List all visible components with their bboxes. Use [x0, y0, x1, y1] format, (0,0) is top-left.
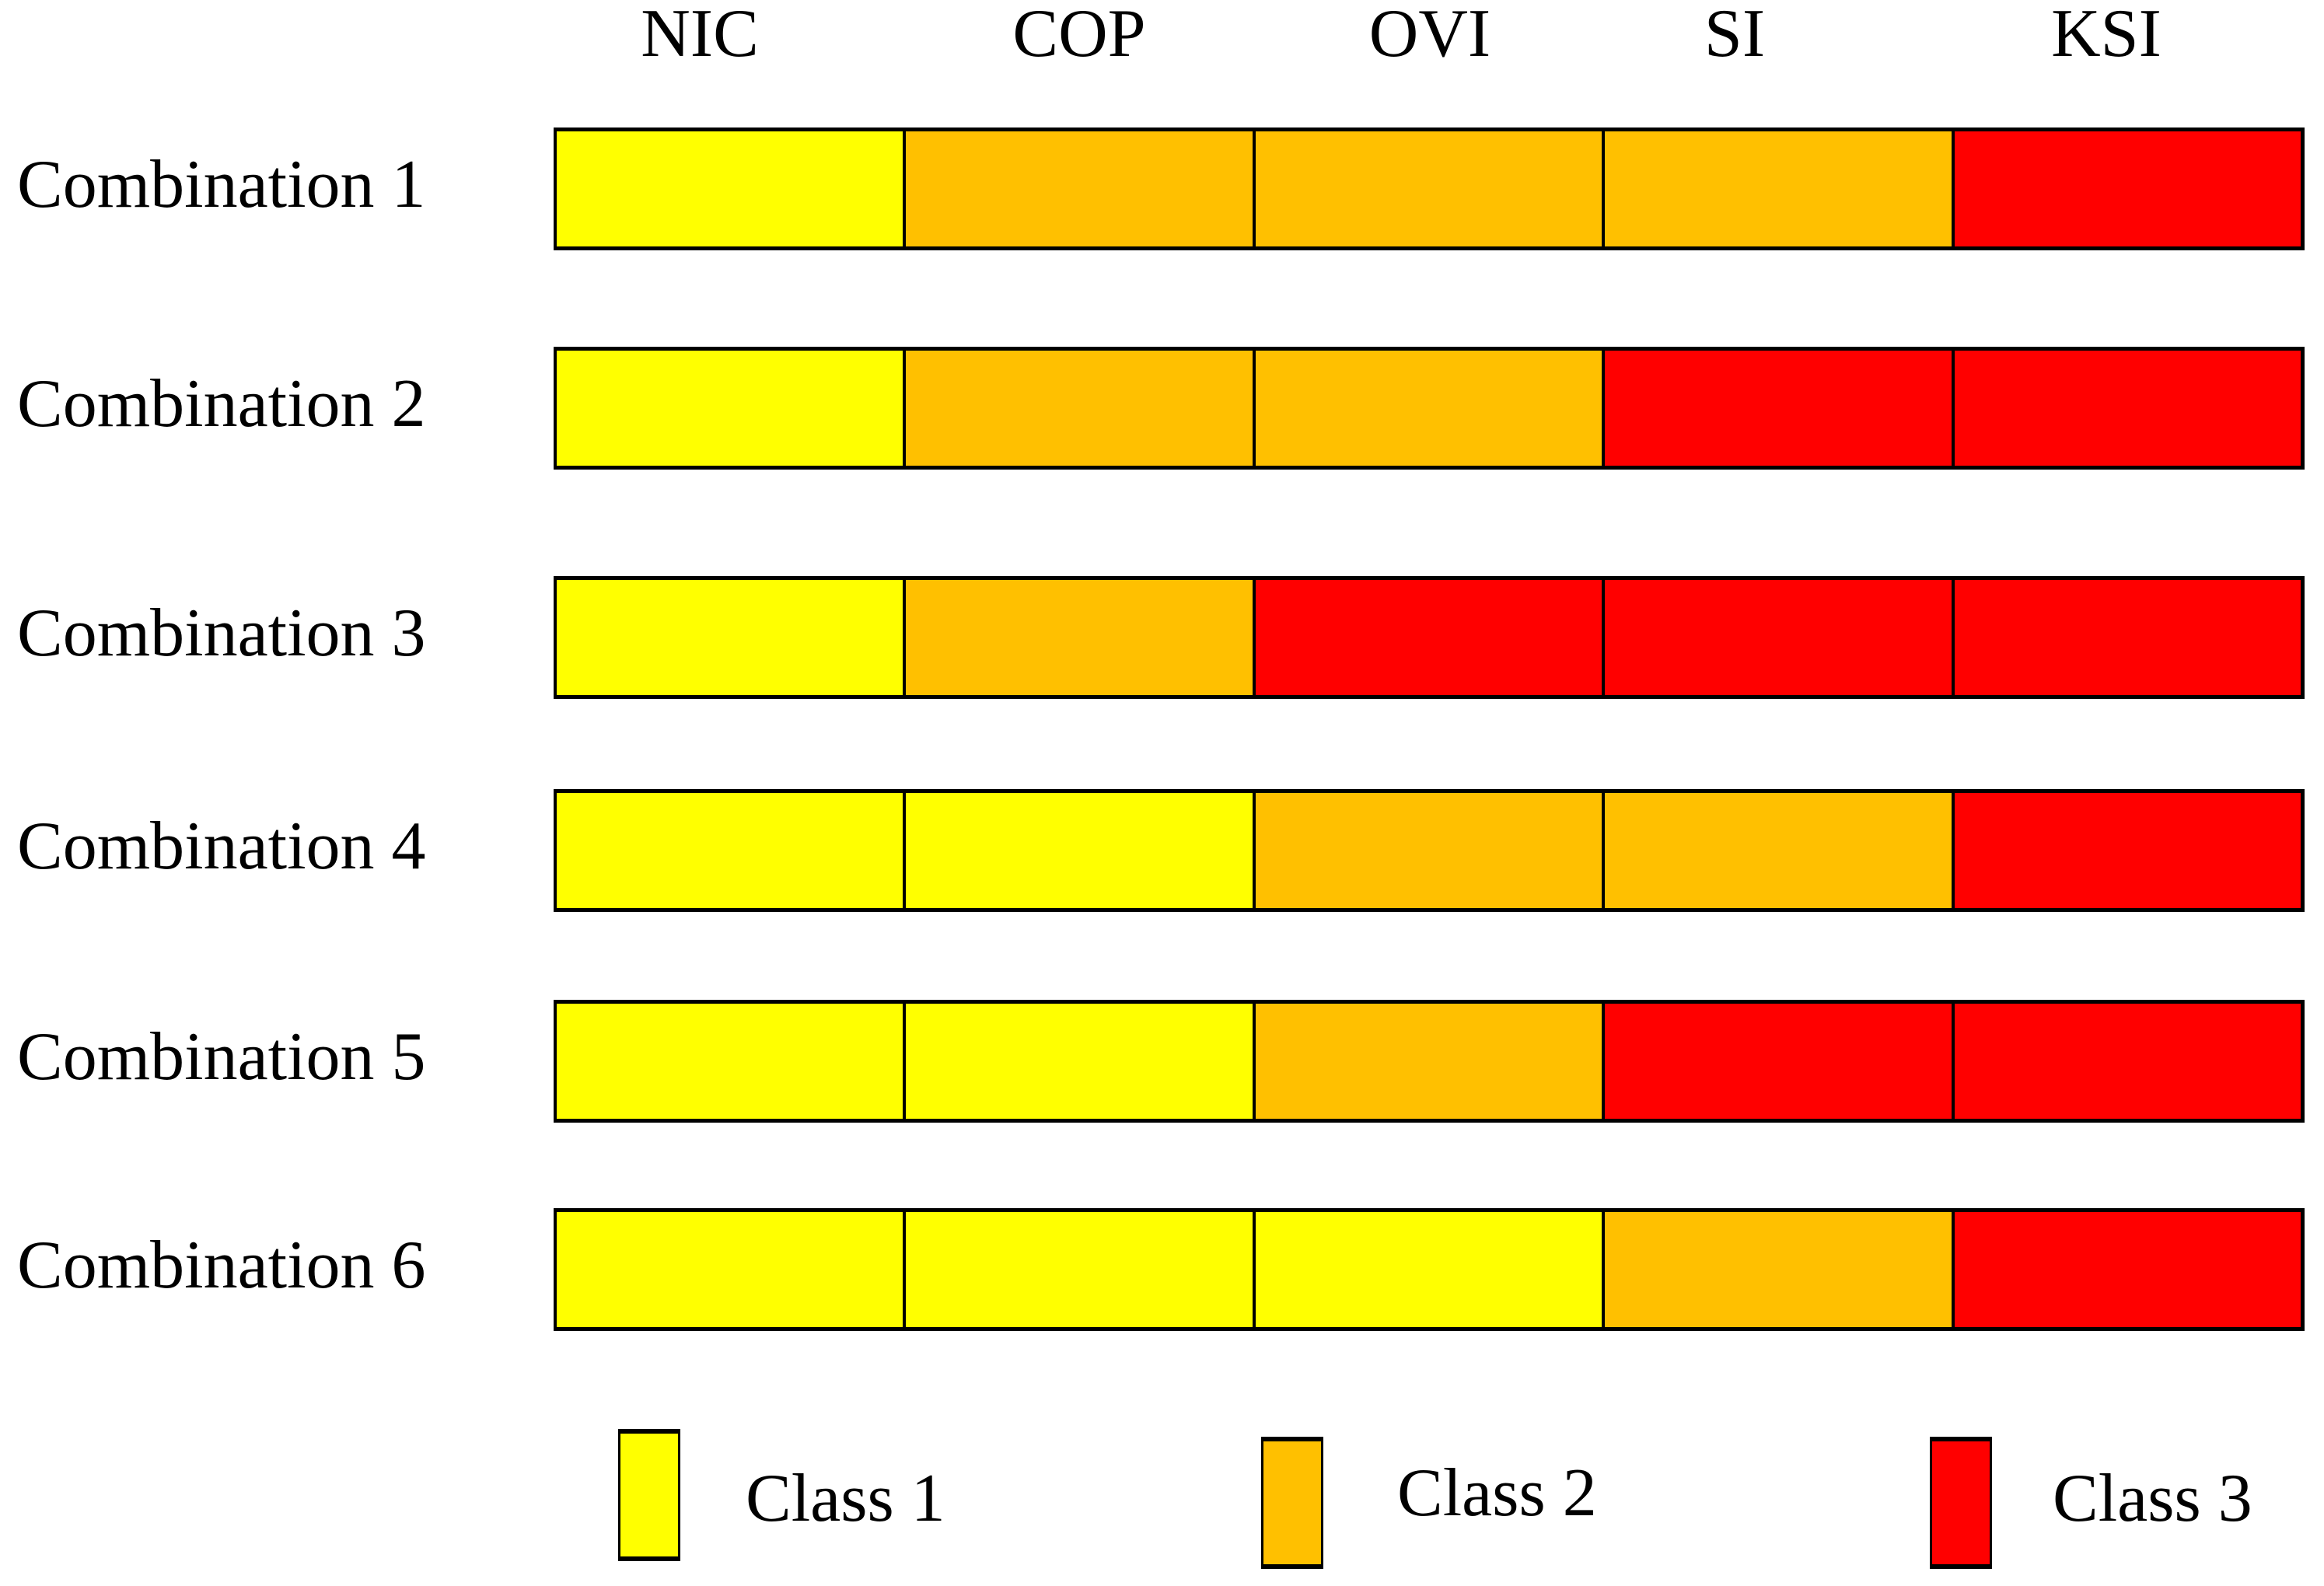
legend-label-class-2: Class 2 — [1397, 1455, 1597, 1531]
bar-segment — [1951, 793, 2301, 908]
combination-3-bar — [554, 576, 2305, 699]
bar-segment — [903, 131, 1253, 246]
bar-segment — [557, 580, 903, 695]
bar-segment — [1252, 1004, 1602, 1119]
combination-4-bar — [554, 789, 2305, 912]
combination-5-bar — [554, 1000, 2305, 1123]
bar-segment — [1951, 131, 2301, 246]
legend-swatch-class-2 — [1261, 1437, 1323, 1569]
bar-segment — [1252, 1212, 1602, 1327]
combination-2-bar — [554, 347, 2305, 470]
bar-segment — [1951, 1212, 2301, 1327]
bar-segment — [557, 793, 903, 908]
row-label-combination-4: Combination 4 — [17, 809, 426, 884]
row-label-combination-6: Combination 6 — [17, 1228, 426, 1303]
column-header-nic: NIC — [641, 0, 759, 72]
column-header-ksi: KSI — [2051, 0, 2161, 72]
legend-swatch-class-1 — [618, 1429, 680, 1561]
bar-segment — [1252, 351, 1602, 466]
bar-segment — [1602, 1004, 1952, 1119]
legend-swatch-class-3 — [1930, 1437, 1992, 1569]
bar-segment — [1602, 351, 1952, 466]
bar-segment — [903, 351, 1253, 466]
bar-segment — [903, 1004, 1253, 1119]
column-header-si: SI — [1704, 0, 1766, 72]
combination-6-bar — [554, 1208, 2305, 1331]
bar-segment — [1602, 580, 1952, 695]
bar-segment — [1602, 131, 1952, 246]
bar-segment — [557, 1212, 903, 1327]
row-label-combination-5: Combination 5 — [17, 1019, 426, 1095]
bar-segment — [903, 1212, 1253, 1327]
legend-label-class-3: Class 3 — [2053, 1461, 2252, 1536]
bar-segment — [1951, 351, 2301, 466]
bar-segment — [1951, 580, 2301, 695]
bar-segment — [1951, 1004, 2301, 1119]
bar-segment — [1602, 1212, 1952, 1327]
row-label-combination-3: Combination 3 — [17, 596, 426, 671]
row-label-combination-2: Combination 2 — [17, 366, 426, 442]
bar-segment — [1252, 131, 1602, 246]
bar-segment — [557, 351, 903, 466]
column-header-cop: COP — [1012, 0, 1146, 72]
legend-label-class-1: Class 1 — [746, 1461, 945, 1536]
bar-segment — [903, 580, 1253, 695]
bar-segment — [1252, 793, 1602, 908]
row-label-combination-1: Combination 1 — [17, 147, 426, 222]
bar-segment — [557, 131, 903, 246]
column-header-ovi: OVI — [1368, 0, 1491, 72]
bar-segment — [1252, 580, 1602, 695]
bar-segment — [557, 1004, 903, 1119]
bar-segment — [1602, 793, 1952, 908]
combination-1-bar — [554, 128, 2305, 250]
bar-segment — [903, 793, 1253, 908]
